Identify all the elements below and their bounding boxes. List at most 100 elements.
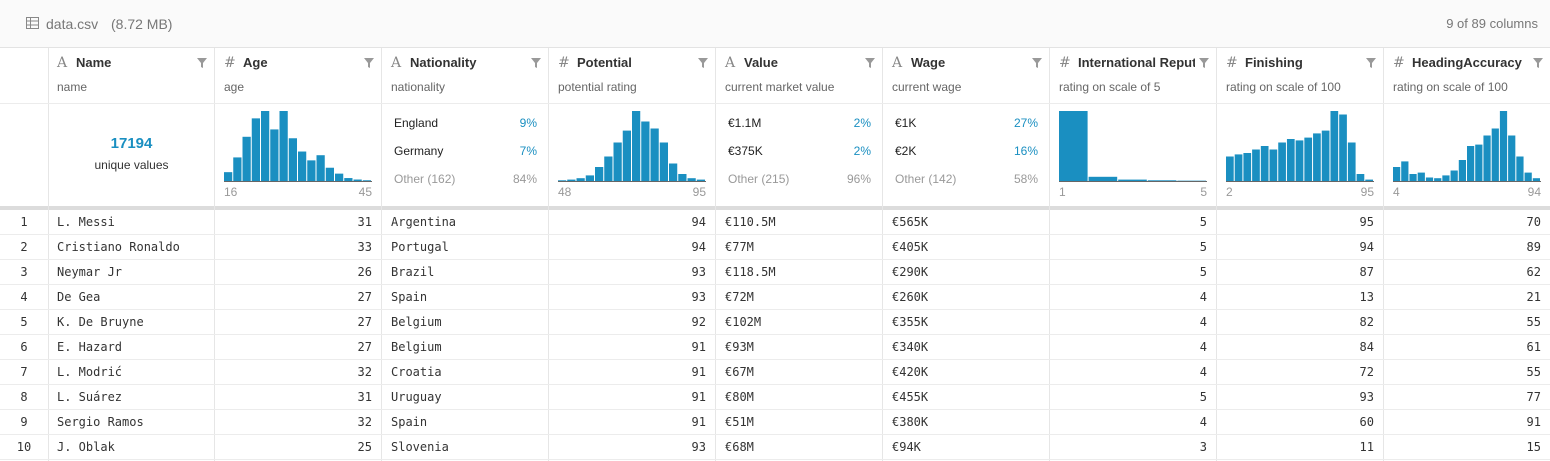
filter-icon[interactable] — [531, 58, 541, 68]
histogram-bar[interactable] — [1508, 135, 1516, 182]
histogram-bar[interactable] — [595, 167, 604, 181]
histogram-bar[interactable] — [567, 179, 576, 181]
histogram-bar[interactable] — [344, 178, 353, 181]
histogram-bar[interactable] — [1304, 137, 1313, 181]
histogram-bar[interactable] — [316, 155, 325, 181]
columns-shown[interactable]: 9 of 89 columns — [1446, 16, 1538, 31]
histogram-bar[interactable] — [1313, 133, 1321, 181]
histogram-bar[interactable] — [1409, 174, 1417, 181]
histogram-bar[interactable] — [1269, 149, 1278, 182]
column-name[interactable]: Finishing — [1245, 55, 1303, 70]
histogram-bar[interactable] — [1417, 172, 1425, 181]
histogram-bar[interactable] — [1524, 172, 1532, 181]
filter-icon[interactable] — [1533, 58, 1543, 68]
histogram-bar[interactable] — [251, 118, 260, 181]
histogram-bar[interactable] — [1234, 154, 1243, 181]
histogram-bar[interactable] — [1243, 153, 1252, 181]
histogram-bar[interactable] — [687, 178, 696, 181]
histogram-bar[interactable] — [1330, 111, 1339, 181]
histogram-bar[interactable] — [1483, 135, 1491, 182]
column-name[interactable]: Name — [76, 55, 112, 70]
histogram-bar[interactable] — [307, 160, 316, 181]
histogram-bar[interactable] — [325, 167, 334, 181]
filter-icon[interactable] — [1199, 58, 1209, 68]
histogram-bar[interactable] — [1356, 174, 1365, 181]
histogram-bar[interactable] — [1295, 140, 1304, 181]
histogram-bar[interactable] — [1442, 175, 1450, 181]
histogram-bar[interactable] — [641, 121, 650, 182]
histogram-bar[interactable] — [1118, 179, 1147, 181]
histogram-bar[interactable] — [1252, 149, 1260, 182]
filter-icon[interactable] — [865, 58, 875, 68]
histogram-bar[interactable] — [576, 178, 585, 181]
histogram-bar[interactable] — [1450, 170, 1458, 182]
histogram-bar[interactable] — [558, 180, 567, 181]
histogram-bar[interactable] — [1434, 178, 1442, 181]
top-value-percent: 2% — [853, 116, 871, 130]
histogram-bar[interactable] — [1467, 146, 1475, 181]
histogram-bar[interactable] — [622, 130, 631, 181]
filter-icon[interactable] — [698, 58, 708, 68]
histogram-bar[interactable] — [1278, 142, 1286, 182]
column-name[interactable]: Value — [744, 55, 778, 70]
column-description: potential rating — [558, 80, 637, 94]
histogram-bar[interactable] — [1347, 142, 1356, 182]
histogram-bar[interactable] — [353, 179, 362, 181]
table-row-border — [0, 459, 1550, 460]
histogram-bar[interactable] — [1475, 144, 1483, 181]
column-name[interactable]: International Reput — [1078, 55, 1195, 70]
filter-icon[interactable] — [197, 58, 207, 68]
table-cell: €67M — [725, 365, 754, 379]
histogram-bar[interactable] — [1393, 167, 1401, 181]
histogram-bar[interactable] — [1339, 114, 1347, 182]
histogram-bar[interactable] — [585, 175, 594, 181]
histogram-bar[interactable] — [1226, 156, 1234, 182]
histogram-bar[interactable] — [650, 128, 659, 182]
table-cell: €455K — [892, 390, 929, 404]
histogram-bar[interactable] — [669, 163, 678, 182]
column-type-icon: # — [1059, 55, 1071, 71]
filter-icon[interactable] — [364, 58, 374, 68]
histogram-bar[interactable] — [1260, 146, 1269, 181]
histogram-bar[interactable] — [1286, 139, 1295, 181]
histogram-bar[interactable] — [1147, 180, 1177, 181]
histogram-bar[interactable] — [1425, 177, 1434, 182]
column-name[interactable]: Age — [243, 55, 268, 70]
histogram-bar[interactable] — [1321, 130, 1330, 181]
histogram-bar[interactable] — [604, 156, 613, 182]
histogram-bar[interactable] — [1516, 156, 1524, 182]
histogram-bar[interactable] — [1532, 178, 1540, 181]
histogram-bar[interactable] — [233, 157, 242, 181]
histogram-bar[interactable] — [632, 111, 641, 181]
histogram-bar[interactable] — [279, 111, 288, 181]
histogram-bar[interactable] — [678, 174, 687, 181]
histogram-bar[interactable] — [288, 138, 297, 181]
histogram-bar[interactable] — [659, 142, 668, 182]
histogram-bar[interactable] — [298, 151, 307, 181]
filter-icon[interactable] — [1032, 58, 1042, 68]
histogram-bar[interactable] — [1491, 128, 1499, 182]
histogram-bar[interactable] — [1365, 179, 1373, 181]
histogram-bar[interactable] — [362, 180, 371, 181]
column-name[interactable]: HeadingAccuracy — [1412, 55, 1522, 70]
histogram-max: 5 — [1200, 185, 1207, 199]
histogram-bar[interactable] — [270, 129, 279, 181]
histogram-bar[interactable] — [1401, 161, 1409, 181]
histogram-bar[interactable] — [613, 142, 622, 182]
histogram-bar[interactable] — [1499, 111, 1508, 181]
histogram-bar[interactable] — [261, 111, 270, 181]
histogram-bar[interactable] — [224, 172, 233, 181]
histogram-bar[interactable] — [242, 136, 251, 181]
table-cell: 4 — [1199, 415, 1207, 429]
column-name[interactable]: Wage — [911, 55, 946, 70]
filter-icon[interactable] — [1366, 58, 1376, 68]
histogram-bar[interactable] — [1059, 111, 1088, 181]
column-type-icon: A — [725, 55, 736, 71]
column-name[interactable]: Nationality — [410, 55, 477, 70]
histogram-bar[interactable] — [335, 173, 344, 181]
histogram-bar[interactable] — [1458, 160, 1466, 181]
table-cell: €93M — [725, 340, 754, 354]
column-name[interactable]: Potential — [577, 55, 632, 70]
histogram-bar[interactable] — [696, 179, 705, 181]
histogram-bar[interactable] — [1088, 176, 1118, 181]
